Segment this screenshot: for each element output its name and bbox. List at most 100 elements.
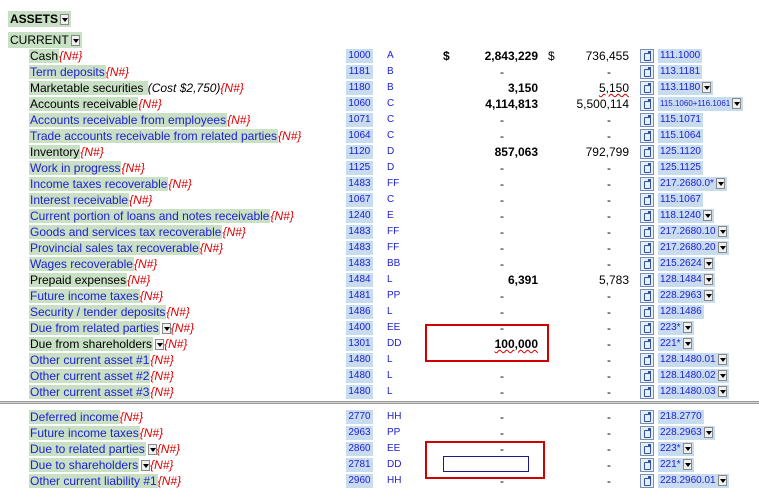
reference-link[interactable]: 217.2680.10 xyxy=(658,225,729,239)
reference-link[interactable]: 125.1120 xyxy=(658,145,703,159)
current-header[interactable]: CURRENT xyxy=(8,32,82,48)
row-label[interactable]: Accounts receivable from employees{N#} xyxy=(29,112,250,128)
chevron-down-icon[interactable] xyxy=(155,339,165,351)
link-icon[interactable] xyxy=(640,49,654,63)
row-label[interactable]: Income taxes recoverable{N#} xyxy=(29,176,192,192)
reference-link[interactable]: 115.1067 xyxy=(658,193,703,207)
current-year-value[interactable]: - xyxy=(430,176,540,192)
link-icon[interactable] xyxy=(640,113,654,127)
gifi-code[interactable]: 1180 xyxy=(346,81,373,95)
chevron-down-icon[interactable] xyxy=(703,426,713,438)
gifi-code[interactable]: 1000 xyxy=(346,49,373,63)
lead-letter[interactable]: C xyxy=(387,194,395,205)
gifi-code[interactable]: 1480 xyxy=(346,385,373,399)
row-label-text[interactable]: Due from related parties xyxy=(29,321,160,335)
row-label-text[interactable]: Due to related parties xyxy=(29,442,146,456)
prior-year-value[interactable]: - xyxy=(548,473,631,489)
prior-year-value[interactable]: - xyxy=(548,441,631,457)
reference-link[interactable]: 221* xyxy=(658,337,694,351)
chevron-down-icon[interactable] xyxy=(147,444,157,456)
chevron-down-icon[interactable] xyxy=(717,385,727,397)
gifi-code[interactable]: 2963 xyxy=(346,426,373,440)
link-icon[interactable] xyxy=(640,97,654,111)
gifi-code[interactable]: 1483 xyxy=(346,257,373,271)
row-label[interactable]: Prepaid expenses{N#} xyxy=(29,272,150,288)
prior-year-value[interactable]: - xyxy=(548,336,631,352)
lead-letter[interactable]: C xyxy=(387,130,395,141)
current-year-value[interactable]: - xyxy=(430,409,540,425)
gifi-code[interactable]: 1301 xyxy=(346,337,373,351)
row-label-text[interactable]: Future income taxes xyxy=(29,289,140,303)
prior-year-value[interactable]: 792,799 xyxy=(548,144,631,160)
link-icon[interactable] xyxy=(640,442,654,456)
row-label-text[interactable]: Other current asset #2 xyxy=(29,369,151,383)
current-year-value[interactable]: - xyxy=(430,112,540,128)
prior-year-value[interactable]: - xyxy=(548,64,631,80)
chevron-down-icon[interactable] xyxy=(682,321,692,333)
reference-link[interactable]: 128.1480.02 xyxy=(658,369,729,383)
gifi-code[interactable]: 1240 xyxy=(346,209,373,223)
gifi-code[interactable]: 1125 xyxy=(346,161,373,175)
lead-letter[interactable]: E xyxy=(387,210,394,221)
lead-letter[interactable]: PP xyxy=(387,290,401,301)
lead-letter[interactable]: EE xyxy=(387,322,401,333)
link-icon[interactable] xyxy=(640,385,654,399)
lead-letter[interactable]: BB xyxy=(387,258,401,269)
prior-year-value[interactable]: - xyxy=(548,224,631,240)
gifi-code[interactable]: 2770 xyxy=(346,410,373,424)
link-icon[interactable] xyxy=(640,273,654,287)
link-icon[interactable] xyxy=(640,321,654,335)
row-label-text[interactable]: Other current asset #3 xyxy=(29,385,151,399)
row-label-text[interactable]: Current portion of loans and notes recei… xyxy=(29,209,271,223)
lead-letter[interactable]: L xyxy=(387,370,393,381)
row-label-text[interactable]: Prepaid expenses xyxy=(29,273,128,287)
gifi-code[interactable]: 1480 xyxy=(346,369,373,383)
chevron-down-icon[interactable] xyxy=(703,257,713,269)
row-label[interactable]: Other current asset #2{N#} xyxy=(29,368,174,384)
prior-year-value[interactable]: 5,150 xyxy=(548,80,631,96)
current-year-value[interactable]: - xyxy=(430,425,540,441)
prior-year-value[interactable]: - xyxy=(548,409,631,425)
row-label-text[interactable]: Provincial sales tax recoverable xyxy=(29,241,200,255)
lead-letter[interactable]: DD xyxy=(387,338,402,349)
prior-year-value[interactable]: - xyxy=(548,425,631,441)
row-label[interactable]: Due from related parties {N#} xyxy=(29,320,194,336)
reference-link[interactable]: 221* xyxy=(658,458,694,472)
row-label-text[interactable]: Inventory xyxy=(29,145,81,159)
link-icon[interactable] xyxy=(640,193,654,207)
row-label-text[interactable]: Other current asset #1 xyxy=(29,353,151,367)
chevron-down-icon[interactable] xyxy=(161,323,171,335)
row-label[interactable]: Interest receivable{N#} xyxy=(29,192,152,208)
chevron-down-icon[interactable] xyxy=(682,442,692,454)
current-year-value[interactable]: - xyxy=(430,320,540,336)
reference-link[interactable]: 128.1480.03 xyxy=(658,385,729,399)
section-divider[interactable] xyxy=(0,401,759,404)
current-year-value[interactable]: 100,000 xyxy=(430,336,540,352)
prior-year-value[interactable]: - xyxy=(548,320,631,336)
link-icon[interactable] xyxy=(640,129,654,143)
link-icon[interactable] xyxy=(640,225,654,239)
reference-link[interactable]: 223* xyxy=(658,321,694,335)
current-year-value[interactable]: - xyxy=(430,384,540,400)
link-icon[interactable] xyxy=(640,369,654,383)
row-label-text[interactable]: Trade accounts receivable from related p… xyxy=(29,129,279,143)
reference-link[interactable]: 115.1071 xyxy=(658,113,703,127)
chevron-down-icon[interactable] xyxy=(717,369,727,381)
prior-year-value[interactable]: - xyxy=(548,192,631,208)
reference-link[interactable]: 217.2680.0* xyxy=(658,177,727,191)
current-year-value[interactable]: - xyxy=(430,64,540,80)
row-label-text[interactable]: Cash xyxy=(29,49,60,63)
lead-letter[interactable]: L xyxy=(387,354,393,365)
lead-letter[interactable]: FF xyxy=(387,226,400,237)
row-label-text[interactable]: Due to shareholders xyxy=(29,458,140,472)
reference-link[interactable]: 128.1480.01 xyxy=(658,353,729,367)
lead-letter[interactable]: C xyxy=(387,114,395,125)
prior-year-value[interactable]: - xyxy=(548,176,631,192)
row-label-text[interactable]: Deferred income xyxy=(29,410,120,424)
row-label[interactable]: Accounts receivable{N#} xyxy=(29,96,162,112)
gifi-code[interactable]: 1060 xyxy=(346,97,373,111)
lead-letter[interactable]: FF xyxy=(387,178,400,189)
link-icon[interactable] xyxy=(640,353,654,367)
gifi-code[interactable]: 1480 xyxy=(346,353,373,367)
prior-year-value[interactable]: - xyxy=(548,304,631,320)
